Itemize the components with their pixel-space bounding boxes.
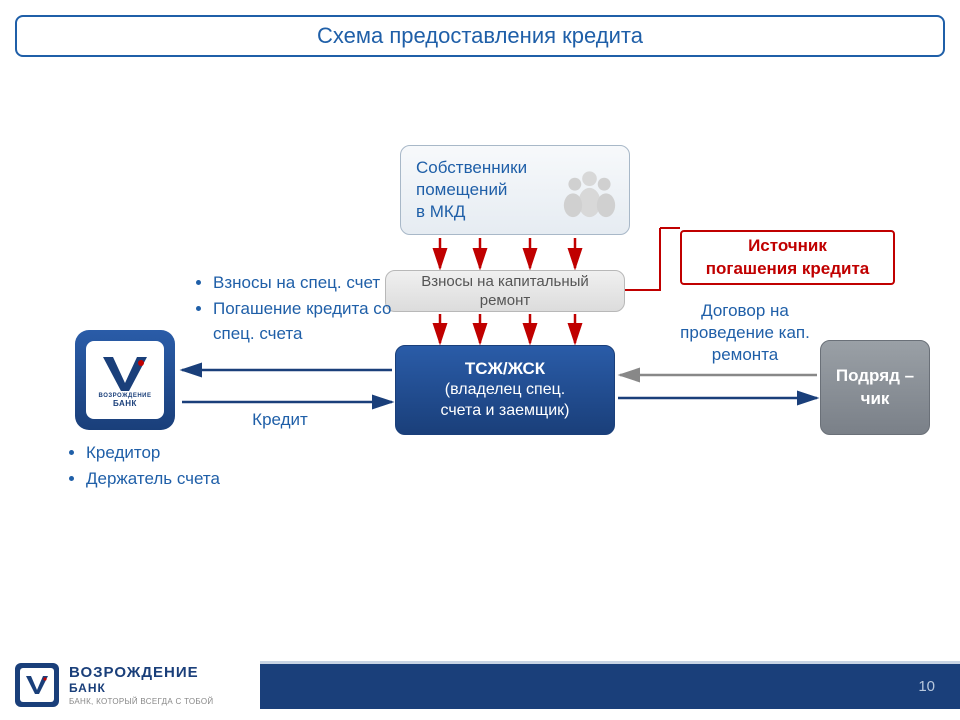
diagram-area: Собственники помещений в МКД Взносы на к… bbox=[0, 90, 960, 645]
footer-text: ВОЗРОЖДЕНИЕ БАНК БАНК, КОТОРЫЙ ВСЕГДА С … bbox=[69, 664, 213, 706]
contrib-text: Взносы на капитальный ремонт bbox=[396, 272, 614, 311]
contractor-line1: Подряд – bbox=[836, 365, 914, 387]
title-bar: Схема предоставления кредита bbox=[15, 15, 945, 57]
source-line2: погашения кредита bbox=[706, 258, 870, 280]
owners-line3: в МКД bbox=[416, 201, 527, 223]
footer-bar: 10 bbox=[260, 661, 960, 709]
page-number: 10 bbox=[918, 678, 935, 695]
footer: ВОЗРОЖДЕНИЕ БАНК БАНК, КОТОРЫЙ ВСЕГДА С … bbox=[0, 650, 960, 720]
source-line1: Источник bbox=[706, 235, 870, 257]
bullet-mid-0: Взносы на спец. счет bbox=[213, 270, 395, 296]
footer-logo-box bbox=[15, 663, 59, 707]
node-contributions: Взносы на капитальный ремонт bbox=[385, 270, 625, 312]
tszh-line3: счета и заемщик) bbox=[441, 401, 570, 422]
bank-logo-big: ВОЗРОЖДЕНИЕ БАНК bbox=[75, 330, 175, 430]
owners-line1: Собственники bbox=[416, 157, 527, 179]
tszh-line2: (владелец спец. bbox=[441, 380, 570, 401]
footer-brand: ВОЗРОЖДЕНИЕ bbox=[69, 664, 199, 681]
label-contract: Договор на проведение кап. ремонта bbox=[670, 300, 820, 366]
node-owners: Собственники помещений в МКД bbox=[400, 145, 630, 235]
owners-line2: помещений bbox=[416, 179, 527, 201]
bullets-middle: Взносы на спец. счет Погашение кредита с… bbox=[195, 270, 395, 347]
bullet-mid-1: Погашение кредита со спец. счета bbox=[213, 296, 395, 347]
page-title: Схема предоставления кредита bbox=[317, 23, 643, 49]
node-contractor: Подряд – чик bbox=[820, 340, 930, 435]
bullets-bottom: Кредитор Держатель счета bbox=[68, 440, 258, 491]
people-icon bbox=[562, 164, 617, 219]
footer-v-icon bbox=[24, 674, 50, 696]
footer-logo-area: ВОЗРОЖДЕНИЕ БАНК БАНК, КОТОРЫЙ ВСЕГДА С … bbox=[0, 655, 260, 715]
bullet-bot-0: Кредитор bbox=[86, 440, 258, 466]
bank-v-icon bbox=[99, 353, 151, 393]
contractor-line2: чик bbox=[836, 388, 914, 410]
footer-tagline: БАНК, КОТОРЫЙ ВСЕГДА С ТОБОЙ bbox=[69, 697, 213, 706]
footer-sub: БАНК bbox=[69, 681, 106, 695]
label-credit: Кредит bbox=[230, 410, 330, 430]
bullet-bot-1: Держатель счета bbox=[86, 466, 258, 492]
node-tszh: ТСЖ/ЖСК (владелец спец. счета и заемщик) bbox=[395, 345, 615, 435]
node-source: Источник погашения кредита bbox=[680, 230, 895, 285]
tszh-line1: ТСЖ/ЖСК bbox=[441, 358, 570, 380]
bank-logo-bottom-text: БАНК bbox=[113, 399, 137, 408]
